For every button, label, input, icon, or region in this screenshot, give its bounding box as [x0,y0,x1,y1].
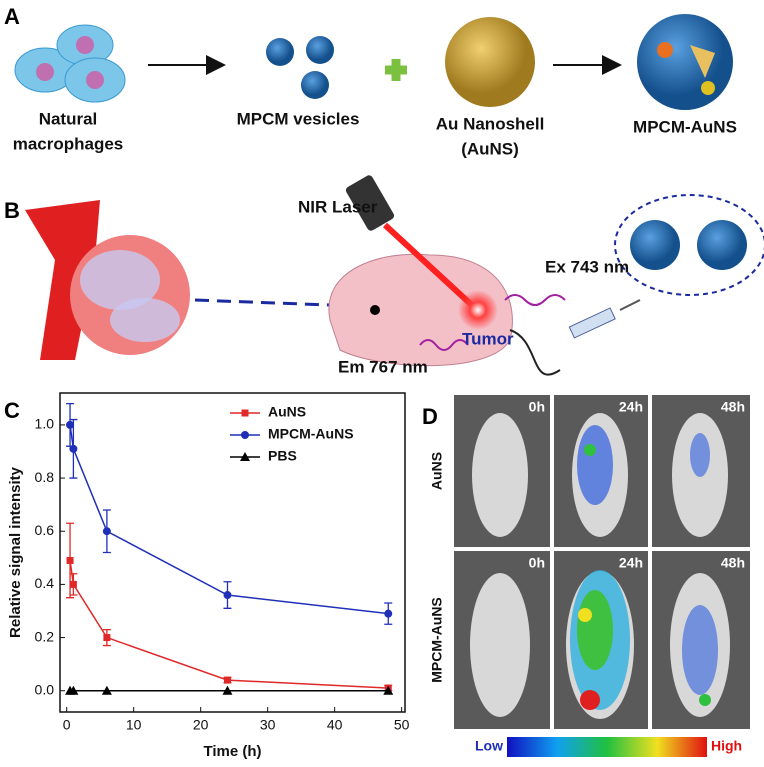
x-tick-label: 20 [193,717,209,733]
time-label: 48h [721,399,745,415]
legend-label: MPCM-AuNS [268,426,354,442]
caption: MPCM-AuNS [633,117,737,136]
wave [419,339,469,351]
colorbar [507,737,707,757]
time-label: 0h [529,555,545,571]
panel-label: B [4,198,20,223]
annotation: Ex 743 nm [545,257,629,276]
panel-label: C [4,398,20,423]
panel-label: A [4,4,20,29]
image-grid [454,395,750,729]
x-tick-label: 40 [327,717,343,733]
row-label: AuNS [429,452,445,490]
y-tick-label: 0.6 [35,522,55,538]
laser [345,175,498,330]
zoom-bubble [614,194,764,296]
x-tick-label: 10 [126,717,142,733]
series-line [69,424,389,615]
x-tick-label: 30 [260,717,276,733]
x-tick-label: 50 [394,717,410,733]
marker [66,556,74,564]
series-line [69,560,389,689]
marker [66,420,75,429]
colorbar-low: Low [475,738,503,754]
time-label: 24h [619,399,643,415]
marker [69,580,77,588]
y-axis-label: Relative signal intensity [7,466,24,638]
marker [68,685,79,695]
marker [223,676,231,684]
time-label: 48h [721,555,745,571]
mouse [328,253,561,376]
marker [383,685,394,695]
vessel-tumor [25,200,190,360]
annotation: NIR Laser [298,197,378,216]
wave [504,294,566,306]
marker [69,444,78,453]
y-tick-label: 0.8 [35,469,55,485]
plot-frame [59,392,406,713]
plus [385,59,407,81]
chart: 0 10 20 30 40 50 0.0 0.2 0.4 0.6 0.8 1.0 Time (h) Rel… [7,392,410,760]
vesicles [266,36,334,99]
particle [630,220,680,270]
x-axis-label: Time (h) [203,743,261,760]
y-tick-label: 1.0 [35,416,55,432]
marker [102,527,111,536]
gold-nanoshell [445,17,535,107]
caption: Natural [39,109,98,128]
y-tick-label: 0.2 [35,628,55,644]
caption: Au Nanoshell [436,114,545,133]
marker [384,609,393,618]
annotation: Tumor [462,329,514,348]
marker [223,591,232,600]
colorbar-high: High [711,738,742,754]
mpcm-ausn-particle [637,14,733,110]
legend-label: AuNS [268,404,306,420]
time-label: 24h [619,555,643,571]
legend-marker [241,431,249,439]
legend-marker [240,452,250,461]
x-tick-label: 0 [63,717,71,733]
y-tick-label: 0.0 [35,681,55,697]
marker [101,685,112,695]
marker [103,634,111,642]
legend-label: PBS [268,448,297,464]
macrophage-cluster [14,24,126,103]
caption: MPCM vesicles [237,109,360,128]
y-tick-label: 0.4 [35,575,55,591]
particle [697,220,747,270]
caption: (AuNS) [461,139,519,158]
caption: macrophages [13,134,124,153]
syringe [568,299,641,339]
row-label: MPCM-AuNS [429,597,445,683]
marker [222,685,233,695]
panel-label: D [422,404,438,429]
annotation: Em 767 nm [338,357,428,376]
time-label: 0h [529,399,545,415]
legend-marker [241,409,249,417]
